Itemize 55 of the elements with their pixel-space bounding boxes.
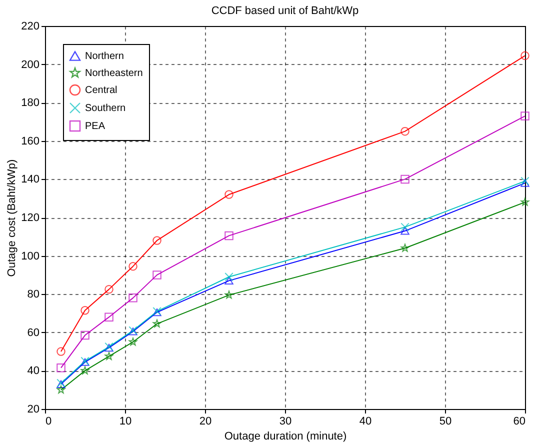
point	[520, 198, 530, 206]
y-tick-label: 100	[21, 250, 40, 262]
point	[400, 174, 410, 184]
legend-label: Central	[85, 85, 118, 96]
y-tick-label: 200	[21, 58, 40, 71]
point	[56, 385, 66, 394]
point	[128, 262, 138, 271]
x-tick-label: 10	[119, 416, 132, 428]
point	[104, 284, 114, 294]
point	[152, 236, 162, 245]
legend-label: Northeastern	[85, 68, 143, 79]
point	[224, 272, 234, 282]
y-tick-label: 140	[21, 174, 40, 186]
x-tick-label: 0	[46, 416, 52, 428]
y-tick-label: 20	[27, 404, 40, 416]
legend-label: Southern	[85, 103, 126, 114]
point	[80, 330, 90, 340]
point	[152, 319, 162, 328]
x-tick-label: 40	[359, 416, 372, 428]
y-tick-label: 120	[21, 212, 40, 224]
point	[128, 338, 138, 346]
point	[152, 270, 162, 280]
chart-title: CCDF based unit of Baht/kWp	[211, 5, 359, 17]
point	[224, 190, 234, 199]
point	[80, 306, 90, 315]
x-tick-label: 30	[279, 416, 292, 428]
point	[520, 112, 530, 120]
point	[400, 244, 410, 252]
y-tick-label: 180	[21, 97, 40, 110]
point	[56, 347, 66, 356]
point	[224, 231, 234, 240]
point	[128, 294, 138, 302]
point	[80, 366, 90, 374]
x-axis-title: Outage duration (minute)	[224, 430, 347, 442]
y-tick-label: 220	[21, 20, 40, 32]
point	[400, 222, 410, 232]
point	[224, 290, 234, 299]
x-tick-label: 20	[199, 416, 212, 428]
y-axis-title: Outage cost (Baht/kWp)	[6, 159, 18, 277]
point	[224, 276, 234, 285]
x-tick-label: 50	[439, 416, 452, 428]
point	[520, 179, 530, 187]
point	[400, 227, 410, 235]
point	[104, 312, 114, 322]
point	[104, 352, 114, 360]
point	[520, 51, 530, 60]
y-tick-label: 60	[27, 326, 40, 339]
y-tick-label: 160	[21, 135, 40, 148]
y-tick-label: 80	[27, 288, 40, 301]
point	[400, 126, 410, 136]
legend-label: Northern	[85, 51, 124, 62]
legend-label: PEA	[85, 121, 106, 132]
x-tick-label: 60	[513, 416, 526, 428]
y-tick-label: 40	[27, 365, 40, 378]
point	[56, 363, 66, 372]
